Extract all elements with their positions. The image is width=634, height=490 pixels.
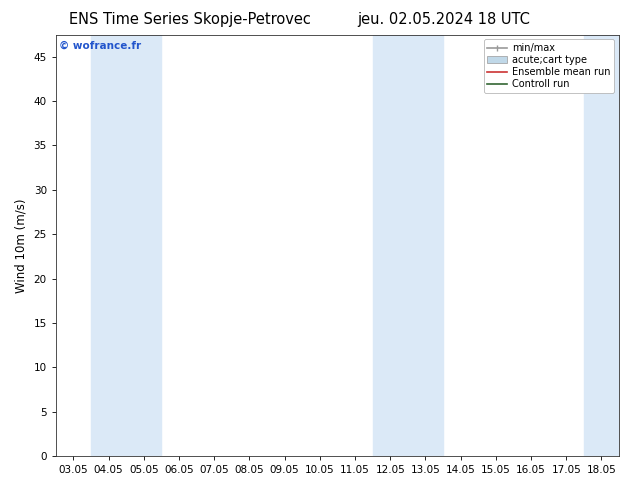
Bar (584, 35, 619, 456)
Text: ENS Time Series Skopje-Petrovec: ENS Time Series Skopje-Petrovec (69, 12, 311, 27)
Y-axis label: Wind 10m (m/s): Wind 10m (m/s) (15, 198, 28, 293)
Text: jeu. 02.05.2024 18 UTC: jeu. 02.05.2024 18 UTC (358, 12, 530, 27)
Bar (91, 35, 162, 456)
Text: © wofrance.fr: © wofrance.fr (59, 41, 141, 51)
Bar (373, 35, 443, 456)
Legend: min/max, acute;cart type, Ensemble mean run, Controll run: min/max, acute;cart type, Ensemble mean … (484, 40, 614, 93)
